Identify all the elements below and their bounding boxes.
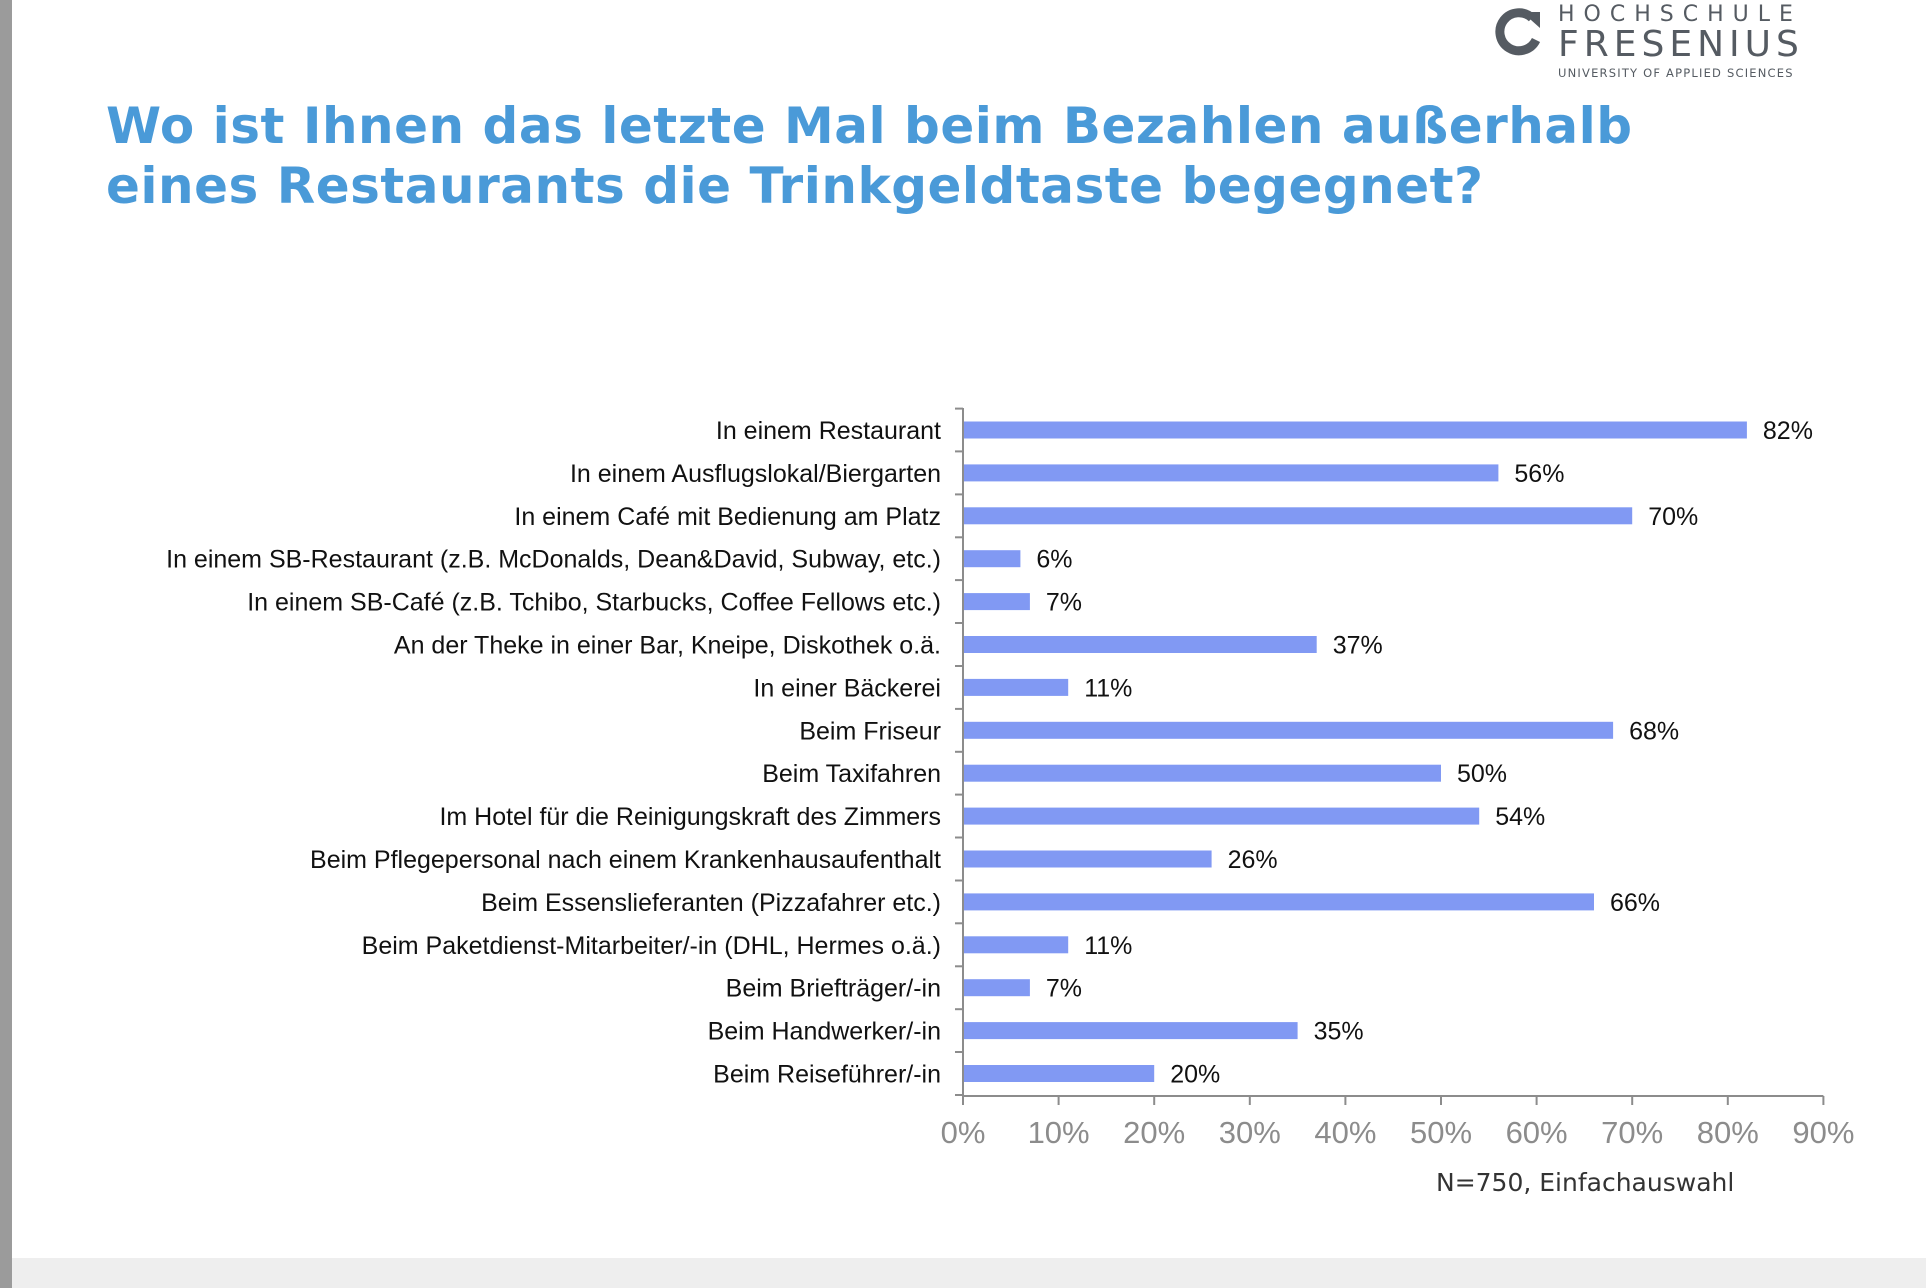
bar — [963, 636, 1317, 653]
category-label: An der Theke in einer Bar, Kneipe, Disko… — [394, 632, 941, 660]
value-label: 11% — [1084, 674, 1132, 702]
x-tick-label: 80% — [1697, 1115, 1759, 1150]
chart-axes — [955, 407, 1824, 1097]
window-bottom-band — [12, 1258, 1926, 1288]
value-labels: 82%56%70%6%7%37%11%68%50%54%26%66%11%7%3… — [1036, 417, 1813, 1089]
bar — [963, 764, 1441, 782]
x-tick-label: 0% — [941, 1115, 986, 1150]
value-label: 50% — [1457, 760, 1507, 788]
logo-text-hochschule: HOCHSCHULE — [1558, 2, 1802, 27]
x-tick-label: 70% — [1601, 1115, 1663, 1150]
category-label: Beim Essenslieferanten (Pizzafahrer etc.… — [481, 889, 941, 917]
logo-ring-icon — [1495, 8, 1541, 56]
category-label: Beim Handwerker/-in — [708, 1018, 941, 1046]
category-label: In einem SB-Café (z.B. Tchibo, Starbucks… — [247, 589, 941, 617]
value-label: 56% — [1514, 460, 1564, 488]
category-label: Beim Friseur — [799, 717, 941, 745]
bar — [963, 979, 1030, 997]
category-labels: In einem Restaurant In einem Ausflugsloka… — [166, 417, 941, 1089]
bar — [963, 593, 1030, 611]
value-label: 82% — [1763, 417, 1813, 445]
bar — [963, 807, 1480, 825]
bar — [963, 936, 1069, 954]
category-label: Im Hotel für die Reinigungskraft des Zim… — [439, 803, 941, 831]
value-label: 11% — [1084, 932, 1132, 960]
value-label: 7% — [1046, 975, 1082, 1003]
bar — [963, 1065, 1155, 1082]
category-label: In einem SB-Restaurant (z.B. McDonalds, … — [166, 546, 941, 574]
sample-size-note: N=750, Einfachauswahl — [1436, 1168, 1735, 1197]
bar-group — [963, 421, 1747, 1082]
logo-text-tagline: UNIVERSITY OF APPLIED SCIENCES — [1558, 66, 1794, 80]
bar — [963, 507, 1633, 525]
category-label: Beim Taxifahren — [762, 760, 941, 788]
bar — [963, 1022, 1298, 1040]
value-label: 26% — [1228, 846, 1278, 874]
bar — [963, 850, 1212, 868]
value-label: 6% — [1036, 546, 1072, 574]
value-label: 37% — [1333, 632, 1383, 660]
bar — [963, 678, 1069, 696]
bar — [963, 721, 1614, 739]
slide: HOCHSCHULE FRESENIUS UNIVERSITY OF APPLI… — [12, 0, 1926, 1258]
category-label: Beim Reiseführer/-in — [713, 1061, 941, 1089]
value-label: 20% — [1170, 1061, 1220, 1089]
value-label: 7% — [1046, 589, 1082, 617]
value-label: 70% — [1648, 503, 1698, 531]
bar — [963, 893, 1594, 911]
slide-title: Wo ist Ihnen das letzte Mal beim Bezahle… — [106, 97, 1633, 215]
x-tick-label: 50% — [1410, 1115, 1472, 1150]
x-tick-label: 30% — [1219, 1115, 1281, 1150]
value-label: 54% — [1495, 803, 1545, 831]
category-label: Beim Briefträger/-in — [726, 975, 941, 1003]
x-tick-label: 20% — [1123, 1115, 1185, 1150]
x-tick-label: 90% — [1792, 1115, 1854, 1150]
x-tick-label: 60% — [1506, 1115, 1568, 1150]
bar-chart: In einem Restaurant In einem Ausflugsloka… — [166, 407, 1854, 1150]
bar — [963, 550, 1021, 568]
x-tick-label: 10% — [1028, 1115, 1090, 1150]
university-logo: HOCHSCHULE FRESENIUS UNIVERSITY OF APPLI… — [1472, 0, 1812, 90]
value-label: 68% — [1629, 717, 1679, 745]
category-label: In einem Ausflugslokal/Biergarten — [570, 460, 941, 488]
bar — [963, 464, 1499, 482]
x-axis-ticks: 0% 10% 20% 30% 40% 50% 60% 70% 80% 90% — [941, 1096, 1854, 1150]
x-tick-label: 40% — [1314, 1115, 1376, 1150]
category-label: Beim Paketdienst-Mitarbeiter/-in (DHL, H… — [362, 932, 941, 960]
category-label: In einem Café mit Bedienung am Platz — [514, 503, 941, 531]
value-label: 66% — [1610, 889, 1660, 917]
bar — [963, 421, 1747, 439]
category-label: In einer Bäckerei — [753, 674, 941, 702]
value-label: 35% — [1314, 1018, 1364, 1046]
category-label: Beim Pflegepersonal nach einem Krankenha… — [310, 846, 941, 874]
category-label: In einem Restaurant — [716, 417, 941, 445]
logo-text-fresenius: FRESENIUS — [1558, 24, 1804, 65]
window-left-edge — [0, 0, 12, 1288]
